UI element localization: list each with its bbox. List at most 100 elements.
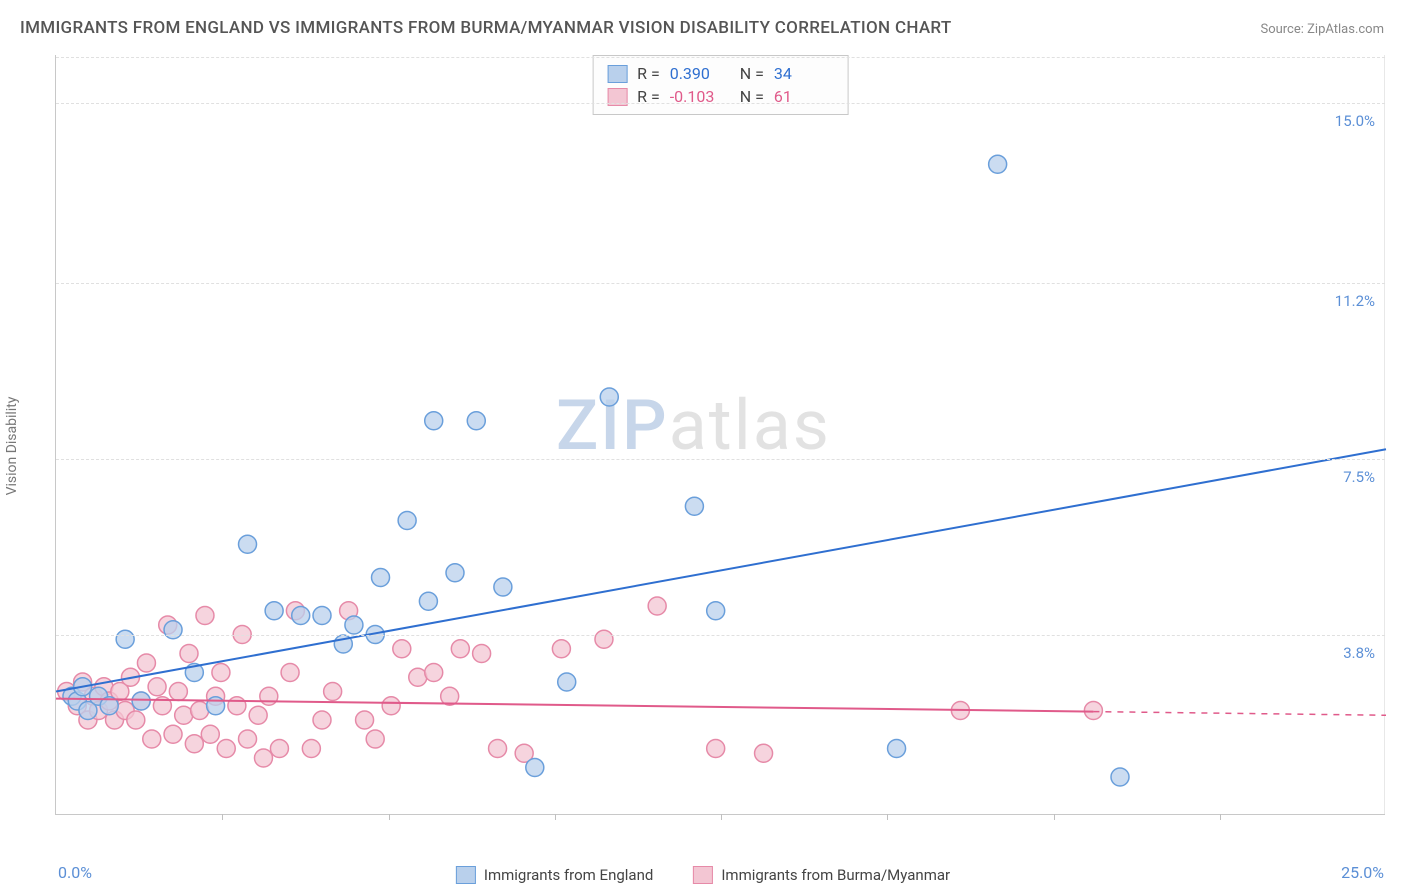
data-point xyxy=(324,683,342,701)
data-point xyxy=(425,664,443,682)
legend-label-2: Immigrants from Burma/Myanmar xyxy=(721,866,950,884)
data-point xyxy=(393,640,411,658)
x-tick xyxy=(389,814,390,820)
data-point xyxy=(366,730,384,748)
data-point xyxy=(707,740,725,758)
data-point xyxy=(196,607,214,625)
y-tick-label: 11.2% xyxy=(1335,292,1375,310)
data-point xyxy=(419,592,437,610)
data-point xyxy=(260,687,278,705)
data-point xyxy=(270,740,288,758)
data-point xyxy=(180,645,198,663)
source-attribution: Source: ZipAtlas.com xyxy=(1260,22,1384,37)
data-point xyxy=(265,602,283,620)
data-point xyxy=(451,640,469,658)
data-point xyxy=(382,697,400,715)
data-point xyxy=(989,155,1007,173)
data-point xyxy=(127,711,145,729)
data-point xyxy=(212,664,230,682)
stat-r-label: R = xyxy=(637,64,660,83)
data-point xyxy=(372,569,390,587)
x-axis-max-label: 25.0% xyxy=(1341,863,1384,882)
x-axis-min-label: 0.0% xyxy=(58,863,92,882)
plot-area: ZIPatlas R = 0.390 N = 34 R = -0.103 N =… xyxy=(55,55,1385,815)
stat-n-label: N = xyxy=(740,64,764,83)
gridline-h xyxy=(56,57,1385,58)
gridline-h xyxy=(56,283,1385,284)
data-point xyxy=(302,740,320,758)
data-point xyxy=(313,711,331,729)
stat-n-value-1: 34 xyxy=(774,64,834,83)
data-point xyxy=(595,630,613,648)
stat-row-series2: R = -0.103 N = 61 xyxy=(607,85,834,108)
x-tick xyxy=(721,814,722,820)
data-point xyxy=(185,735,203,753)
data-point xyxy=(558,673,576,691)
data-point xyxy=(217,740,235,758)
data-point xyxy=(164,621,182,639)
data-point xyxy=(313,607,331,625)
gridline-h xyxy=(56,635,1385,636)
data-point xyxy=(446,564,464,582)
stat-legend-box: R = 0.390 N = 34 R = -0.103 N = 61 xyxy=(592,55,849,115)
x-tick xyxy=(887,814,888,820)
legend-swatch-1 xyxy=(456,866,476,884)
data-point xyxy=(552,640,570,658)
y-axis-label: Vision Disability xyxy=(4,397,20,496)
data-point xyxy=(137,654,155,672)
y-tick-label: 3.8% xyxy=(1343,644,1375,662)
data-point xyxy=(164,725,182,743)
y-tick-label: 15.0% xyxy=(1335,112,1375,130)
x-tick xyxy=(1054,814,1055,820)
data-point xyxy=(132,692,150,710)
data-point xyxy=(489,740,507,758)
regression-line xyxy=(56,449,1386,691)
data-point xyxy=(425,412,443,430)
data-point xyxy=(398,512,416,530)
data-point xyxy=(1111,768,1129,786)
x-tick xyxy=(1220,814,1221,820)
y-tick-label: 7.5% xyxy=(1343,468,1375,486)
data-point xyxy=(685,497,703,515)
data-point xyxy=(201,725,219,743)
data-point xyxy=(292,607,310,625)
x-tick xyxy=(222,814,223,820)
data-point xyxy=(191,702,209,720)
gridline-h xyxy=(56,459,1385,460)
data-point xyxy=(707,602,725,620)
data-point xyxy=(648,597,666,615)
regression-line-extrapolated xyxy=(1093,712,1386,716)
chart-title: IMMIGRANTS FROM ENGLAND VS IMMIGRANTS FR… xyxy=(20,18,952,38)
data-point xyxy=(228,697,246,715)
data-point xyxy=(1084,702,1102,720)
data-point xyxy=(169,683,187,701)
data-point xyxy=(409,668,427,686)
data-point xyxy=(356,711,374,729)
data-point xyxy=(755,744,773,762)
legend-item-series2: Immigrants from Burma/Myanmar xyxy=(693,866,950,884)
data-point xyxy=(207,697,225,715)
data-point xyxy=(249,706,267,724)
legend-item-series1: Immigrants from England xyxy=(456,866,653,884)
legend-label-1: Immigrants from England xyxy=(484,866,653,884)
stat-r-value-1: 0.390 xyxy=(670,64,730,83)
data-point xyxy=(254,749,272,767)
data-point xyxy=(494,578,512,596)
stat-row-series1: R = 0.390 N = 34 xyxy=(607,62,834,85)
data-point xyxy=(345,616,363,634)
bottom-legend: Immigrants from England Immigrants from … xyxy=(456,866,950,884)
data-point xyxy=(888,740,906,758)
data-point xyxy=(467,412,485,430)
swatch-series1 xyxy=(607,65,627,83)
gridline-h xyxy=(56,103,1385,104)
data-point xyxy=(239,730,257,748)
data-point xyxy=(143,730,161,748)
data-point xyxy=(175,706,193,724)
data-point xyxy=(526,759,544,777)
data-point xyxy=(600,388,618,406)
data-point xyxy=(148,678,166,696)
legend-swatch-2 xyxy=(693,866,713,884)
chart-svg xyxy=(56,55,1385,814)
x-tick xyxy=(555,814,556,820)
data-point xyxy=(473,645,491,663)
